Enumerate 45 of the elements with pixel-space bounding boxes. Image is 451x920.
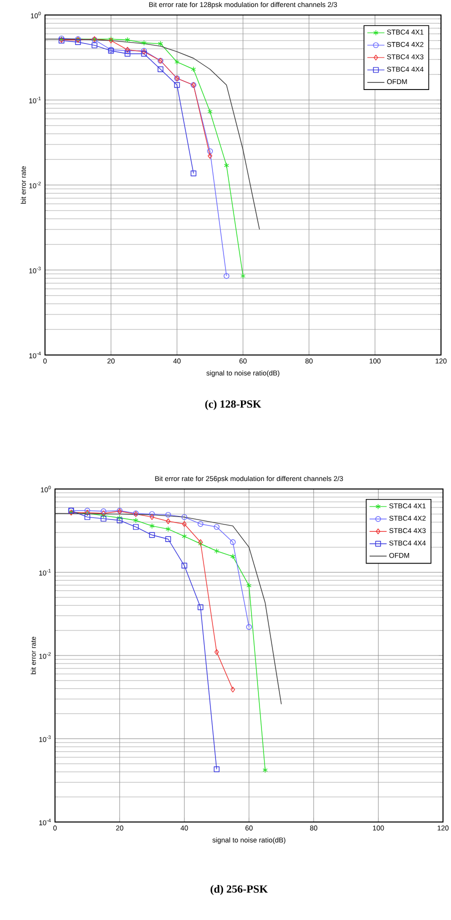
point — [100, 508, 106, 514]
point — [84, 514, 90, 520]
point — [166, 526, 171, 532]
point — [149, 511, 155, 517]
point — [182, 533, 187, 540]
point — [181, 562, 188, 569]
line-series — [45, 38, 260, 230]
point — [214, 649, 219, 655]
point — [198, 521, 204, 527]
point — [230, 554, 236, 560]
point — [158, 40, 164, 47]
point — [214, 524, 220, 530]
point — [214, 548, 220, 554]
point — [133, 518, 138, 524]
point — [190, 170, 196, 176]
line-series — [55, 512, 282, 705]
text: (d) 256-PSK — [210, 885, 268, 895]
point — [174, 82, 180, 88]
point — [181, 514, 188, 520]
point — [124, 37, 130, 43]
point — [158, 66, 164, 72]
point — [117, 515, 122, 521]
text: (c) 128-PSK — [205, 400, 262, 410]
point — [166, 518, 170, 524]
point — [224, 162, 230, 168]
point — [230, 539, 236, 545]
point — [150, 514, 154, 520]
point — [207, 148, 213, 154]
point — [124, 50, 130, 57]
point — [132, 524, 139, 530]
point — [149, 532, 155, 538]
point — [174, 59, 180, 65]
point — [198, 604, 204, 610]
point — [246, 582, 252, 589]
point — [165, 536, 172, 542]
point — [207, 108, 213, 114]
point — [190, 66, 196, 72]
point — [141, 40, 147, 46]
point — [149, 523, 155, 529]
point — [165, 512, 172, 518]
point — [92, 42, 98, 48]
point — [182, 521, 187, 527]
point — [116, 518, 123, 524]
point — [214, 766, 220, 772]
point — [100, 516, 106, 522]
